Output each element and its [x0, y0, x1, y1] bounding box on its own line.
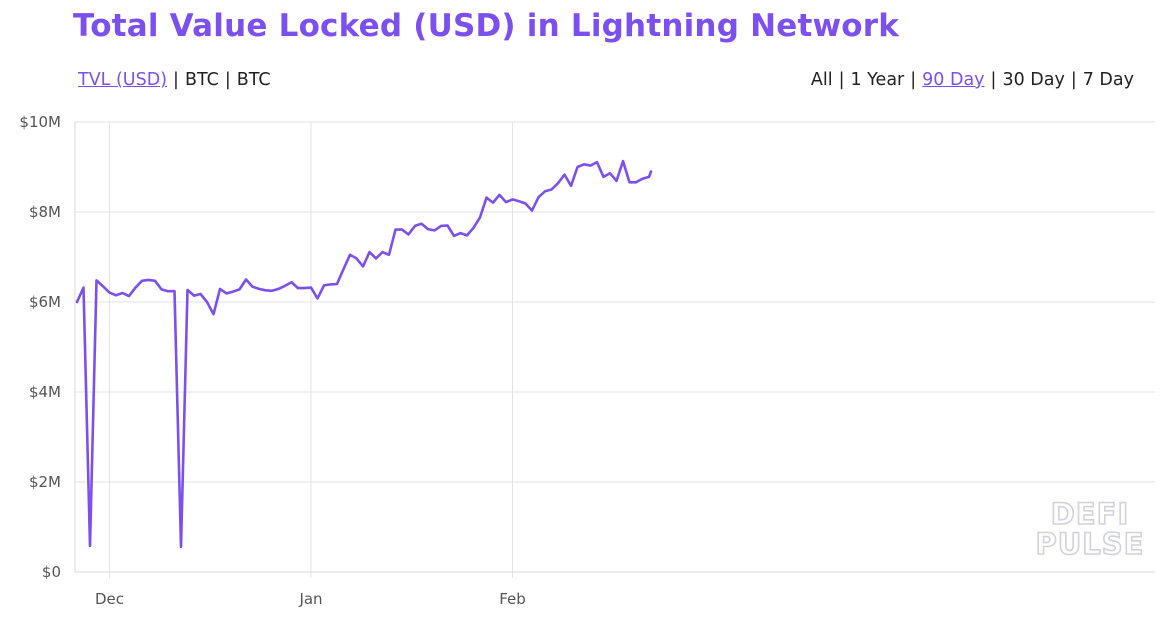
x-tick-label: Feb — [499, 590, 526, 608]
data-point[interactable] — [124, 291, 134, 301]
data-point[interactable] — [527, 206, 537, 216]
y-tick-label: $2M — [29, 473, 61, 491]
data-point[interactable] — [404, 230, 414, 240]
data-point[interactable] — [150, 276, 160, 286]
tab-separator: | — [173, 70, 179, 90]
data-point[interactable] — [209, 309, 219, 319]
data-point[interactable] — [475, 212, 485, 222]
x-tick-label: Dec — [95, 590, 124, 608]
data-point[interactable] — [488, 198, 498, 208]
data-point[interactable] — [605, 168, 615, 178]
grid-lines — [75, 121, 1155, 578]
data-point[interactable] — [235, 284, 245, 294]
data-point[interactable] — [85, 541, 95, 551]
data-point[interactable] — [170, 286, 180, 296]
data-point[interactable] — [332, 279, 342, 289]
range-tabs: All | 1 Year | 90 Day | 30 Day | 7 Day — [811, 70, 1134, 90]
data-point[interactable] — [618, 156, 628, 166]
tvl-series-line — [75, 159, 653, 549]
metric-tabs: TVL (USD) | BTC | BTC — [78, 70, 271, 90]
page-title: Total Value Locked (USD) in Lightning Ne… — [73, 8, 900, 44]
data-point[interactable] — [176, 542, 186, 552]
data-point[interactable] — [79, 283, 89, 293]
watermark: DEFI PULSE — [1035, 496, 1145, 562]
tab-separator: | — [910, 70, 917, 90]
metric-tab-0[interactable]: TVL (USD) — [78, 70, 168, 90]
data-point[interactable] — [384, 250, 394, 260]
range-tab-4[interactable]: 7 Day — [1082, 70, 1134, 90]
data-point[interactable] — [202, 297, 212, 307]
axes: $0 $2M $4M $6M $8M $10M Dec Jan Feb — [19, 113, 1155, 608]
y-tick-label: $10M — [19, 113, 61, 131]
data-point[interactable] — [612, 176, 622, 186]
data-point[interactable] — [592, 157, 602, 167]
data-point[interactable] — [339, 264, 349, 274]
data-point[interactable] — [560, 170, 570, 180]
watermark-line-2: PULSE — [1036, 527, 1145, 561]
range-tab-0[interactable]: All — [810, 70, 833, 90]
range-tab-3[interactable]: 30 Day — [1002, 70, 1065, 90]
tab-separator: | — [1070, 70, 1077, 90]
data-point[interactable] — [469, 223, 479, 233]
data-point[interactable] — [462, 230, 472, 240]
data-point[interactable] — [196, 289, 206, 299]
data-point[interactable] — [443, 221, 453, 231]
data-point[interactable] — [306, 283, 316, 293]
tab-separator: | — [990, 70, 997, 90]
x-tick-label: Jan — [298, 590, 322, 608]
y-tick-label: $6M — [29, 293, 61, 311]
data-point[interactable] — [646, 167, 656, 177]
range-tab-2[interactable]: 90 Day — [922, 70, 985, 90]
metric-tab-2[interactable]: BTC — [236, 70, 271, 90]
data-point[interactable] — [358, 261, 368, 271]
tab-separator: | — [224, 70, 231, 90]
metric-tab-1[interactable]: BTC — [184, 70, 219, 90]
y-tick-label: $0 — [42, 563, 61, 581]
data-point[interactable] — [553, 178, 563, 188]
data-point[interactable] — [313, 293, 323, 303]
data-point[interactable] — [72, 297, 82, 307]
data-point[interactable] — [566, 181, 576, 191]
y-tick-label: $8M — [29, 203, 61, 221]
data-point[interactable] — [352, 253, 362, 263]
tab-separator: | — [838, 70, 845, 90]
y-tick-label: $4M — [29, 383, 61, 401]
series-layer — [72, 156, 656, 552]
range-tab-1[interactable]: 1 Year — [850, 70, 905, 90]
watermark-line-1: DEFI — [1051, 497, 1129, 531]
